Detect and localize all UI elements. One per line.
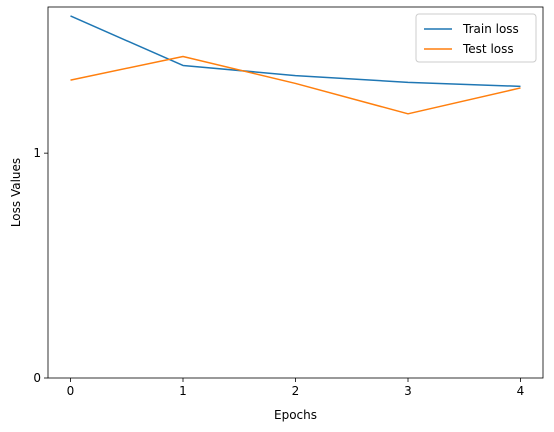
x-tick-label: 1 xyxy=(179,384,187,398)
x-axis-label: Epochs xyxy=(274,408,317,422)
y-axis-label: Loss Values xyxy=(9,158,23,227)
series-line-0 xyxy=(70,15,521,88)
x-tick-label: 4 xyxy=(517,384,525,398)
plot-area xyxy=(48,7,543,378)
legend-box xyxy=(415,13,537,63)
legend-label-1: Test loss xyxy=(462,42,514,56)
series-layer xyxy=(70,15,521,115)
y-tick-label: 1 xyxy=(33,146,41,160)
tick-layer: 0 1 2 3 4 0 1 xyxy=(33,146,524,398)
x-tick-label: 2 xyxy=(292,384,300,398)
y-tick-label: 0 xyxy=(33,371,41,385)
x-tick-label: 3 xyxy=(404,384,412,398)
x-tick-label: 0 xyxy=(67,384,75,398)
legend-label-0: Train loss xyxy=(462,22,519,36)
legend: Train loss Test loss xyxy=(415,13,537,63)
series-line-1 xyxy=(70,55,521,115)
